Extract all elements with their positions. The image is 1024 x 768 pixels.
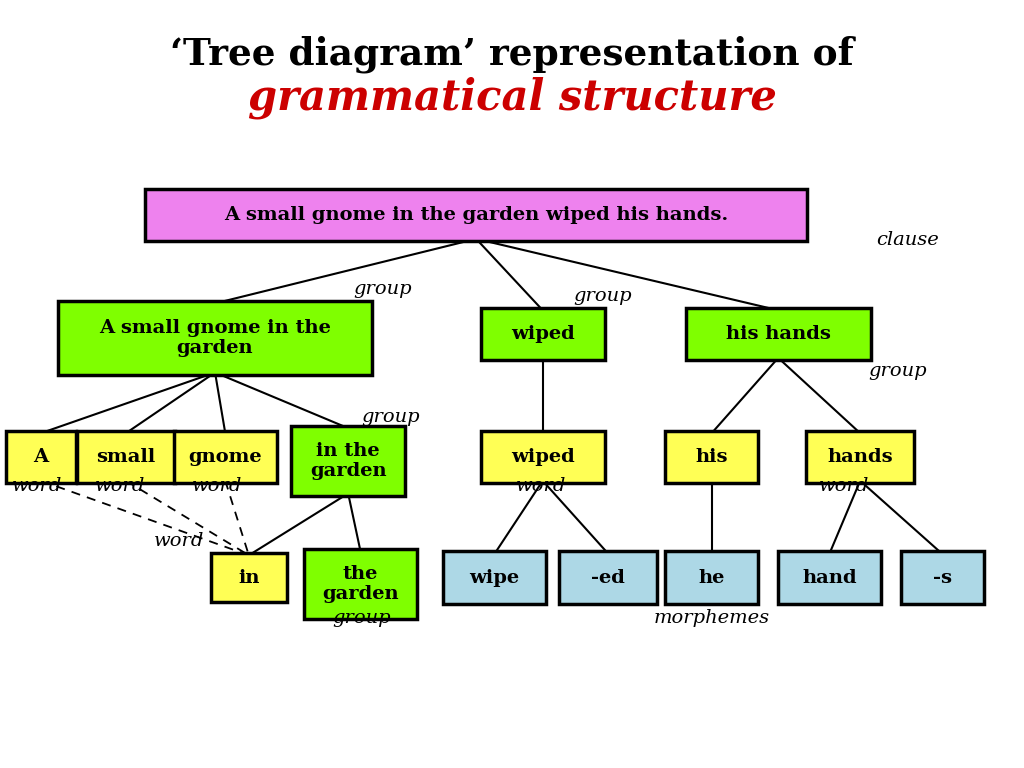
Text: word: word [819,477,869,495]
Text: word: word [191,477,242,495]
Text: he: he [698,568,725,587]
Text: hands: hands [827,448,893,466]
FancyBboxPatch shape [778,551,881,604]
FancyBboxPatch shape [77,431,175,483]
Text: group: group [361,408,420,426]
FancyBboxPatch shape [666,551,758,604]
Text: -s: -s [933,568,951,587]
Text: in: in [239,568,259,587]
Text: A small gnome in the
garden: A small gnome in the garden [99,319,331,357]
Text: word: word [95,477,145,495]
Text: word: word [12,477,62,495]
Text: his: his [695,448,728,466]
FancyBboxPatch shape [559,551,657,604]
Text: morphemes: morphemes [653,609,769,627]
Text: his hands: his hands [726,325,830,343]
FancyBboxPatch shape [442,551,547,604]
FancyBboxPatch shape [481,431,604,483]
FancyBboxPatch shape [686,308,870,360]
FancyBboxPatch shape [58,301,372,375]
FancyBboxPatch shape [901,551,983,604]
FancyBboxPatch shape [173,431,276,483]
FancyBboxPatch shape [666,431,758,483]
Text: -ed: -ed [591,568,626,587]
FancyBboxPatch shape [303,548,418,619]
Text: group: group [573,286,632,305]
Text: wiped: wiped [511,448,574,466]
FancyBboxPatch shape [292,425,406,496]
Text: word: word [516,477,566,495]
FancyBboxPatch shape [806,431,914,483]
Text: the
garden: the garden [323,564,398,603]
Text: clause: clause [877,230,939,249]
Text: group: group [868,362,927,380]
FancyBboxPatch shape [145,189,807,241]
FancyBboxPatch shape [211,553,287,602]
Text: small: small [96,448,156,466]
Text: wiped: wiped [511,325,574,343]
Text: wipe: wipe [470,568,519,587]
Text: ‘Tree diagram’ representation of: ‘Tree diagram’ representation of [170,35,854,72]
Text: in the
garden: in the garden [310,442,386,480]
Text: word: word [154,532,204,551]
FancyBboxPatch shape [481,308,604,360]
Text: A: A [34,448,48,466]
Text: A small gnome in the garden wiped his hands.: A small gnome in the garden wiped his ha… [224,206,728,224]
Text: group: group [353,280,412,298]
Text: gnome: gnome [188,448,262,466]
Text: hand: hand [802,568,857,587]
Text: group: group [333,609,391,627]
Text: grammatical structure: grammatical structure [248,76,776,119]
FancyBboxPatch shape [6,431,76,483]
